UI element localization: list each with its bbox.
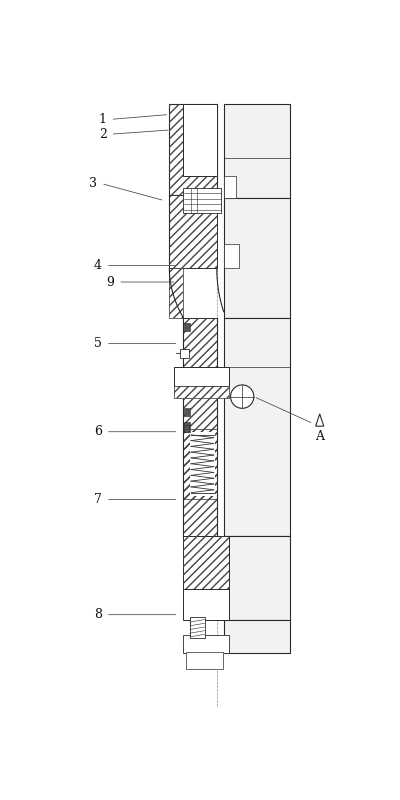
Bar [224, 244, 239, 269]
Bar [184, 408, 190, 416]
Bar [224, 104, 290, 198]
Text: 5: 5 [94, 337, 102, 350]
Bar [169, 194, 217, 269]
Bar [183, 589, 229, 619]
Text: 7: 7 [94, 493, 102, 506]
Text: 8: 8 [94, 608, 102, 621]
Bar [169, 269, 183, 318]
Bar [174, 367, 229, 386]
Bar [183, 537, 229, 592]
Bar [183, 537, 229, 592]
Bar [184, 422, 190, 432]
Text: 3: 3 [90, 177, 98, 190]
Bar [184, 322, 190, 331]
Bar [183, 429, 217, 499]
Text: 1: 1 [99, 113, 107, 126]
Bar [183, 188, 222, 213]
Bar [183, 318, 217, 537]
Bar [169, 104, 217, 194]
Bar [224, 176, 236, 198]
Bar [183, 429, 217, 499]
Text: 2: 2 [99, 128, 107, 141]
Bar [183, 104, 217, 176]
Bar [224, 198, 290, 318]
Bar [174, 386, 229, 398]
Bar [224, 537, 290, 619]
Bar [186, 652, 223, 669]
Text: 9: 9 [106, 275, 114, 289]
Bar [183, 635, 229, 654]
Bar [184, 425, 189, 432]
Bar [169, 194, 217, 269]
Bar [190, 617, 205, 638]
Bar [183, 318, 217, 537]
Text: 6: 6 [94, 426, 102, 438]
Bar [224, 619, 290, 654]
Bar [224, 318, 290, 537]
Ellipse shape [230, 385, 254, 408]
Bar [169, 104, 217, 194]
Text: 4: 4 [94, 259, 102, 272]
Bar [180, 349, 189, 358]
Bar [174, 386, 229, 398]
Bar [169, 269, 183, 318]
Bar [190, 432, 215, 496]
Text: A: A [315, 430, 324, 442]
